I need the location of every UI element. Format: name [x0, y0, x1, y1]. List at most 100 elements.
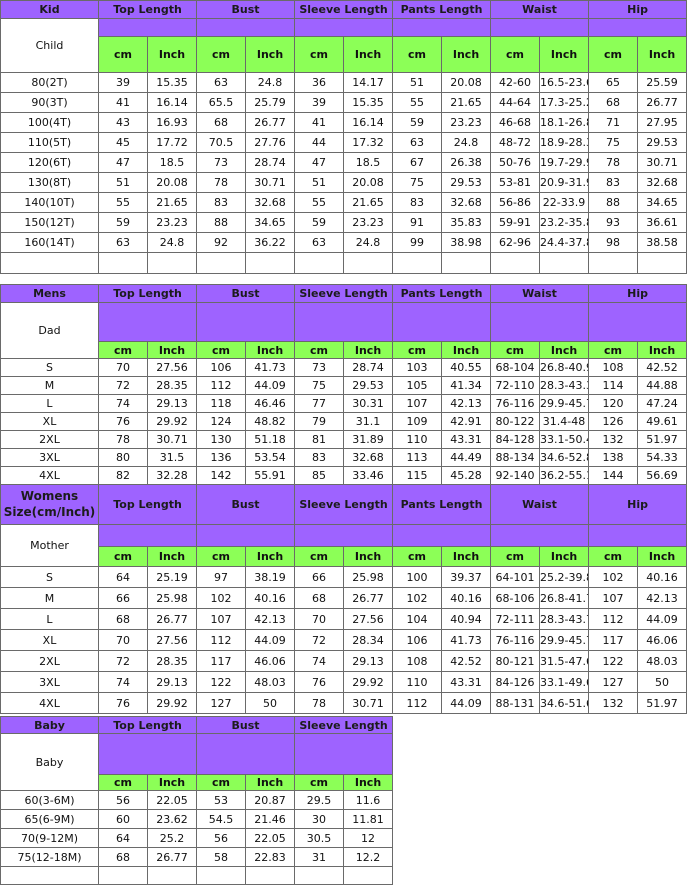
- table-cell: 56-86: [490, 192, 541, 213]
- table-cell: 38.98: [441, 232, 492, 253]
- table-cell: 50: [637, 671, 687, 693]
- table-cell: 92: [196, 232, 247, 253]
- table-cell: 36.22: [245, 232, 296, 253]
- size-label: 80(2T): [0, 72, 99, 93]
- table-cell: 59: [294, 212, 345, 233]
- table-cell: 77: [294, 394, 345, 413]
- table-cell: 21.65: [441, 92, 492, 113]
- table-cell: 44-64: [490, 92, 541, 113]
- table-cell: 29.13: [146, 394, 198, 413]
- size-label: 100(4T): [0, 112, 99, 133]
- table-cell: 33.1-49.6: [539, 671, 590, 693]
- table-cell: 70: [294, 608, 345, 630]
- table-cell: 44.09: [637, 608, 687, 630]
- table-cell: 78: [294, 692, 345, 714]
- table-cell: 113: [392, 448, 443, 467]
- table-cell: 29.53: [441, 172, 492, 193]
- table-cell: 124: [196, 412, 247, 431]
- table-cell: 31.4-48: [539, 412, 590, 431]
- table-cell: 31.5: [146, 448, 198, 467]
- table-cell: 12: [343, 828, 394, 848]
- table-cell: 142: [196, 466, 247, 485]
- table-row: 3XL 74 29.13 122 48.03 76 29.92 110 43.31 84-126 3…: [0, 671, 687, 693]
- table-cell: 43.31: [441, 671, 492, 693]
- table-row: 3XL 80 31.5 136 53.54 83 32.68 113 44.49 88-134 34…: [0, 448, 687, 467]
- table-row: 150(12T) 59 23.23 88 34.65 59 23.23 91 35.83 59-9…: [0, 212, 687, 233]
- size-label: 3XL: [0, 448, 99, 467]
- table-cell: 72-110: [490, 376, 541, 395]
- size-label: 4XL: [0, 466, 99, 485]
- table-cell: 117: [588, 629, 639, 651]
- table-row: S 64 25.19 97 38.19 66 25.98 100 39.37 64-101 25.2…: [0, 566, 687, 588]
- table-cell: 63: [196, 72, 247, 93]
- kid-spacer-row: Child: [0, 18, 687, 73]
- table-cell: 60: [98, 809, 148, 829]
- size-label: XL: [0, 412, 99, 431]
- table-cell: 24.4-37.8: [539, 232, 590, 253]
- table-cell: 104: [392, 608, 443, 630]
- baby-header-row: Baby Top Length Bust Sleeve Length: [0, 716, 394, 734]
- table-cell: 23.23: [146, 212, 198, 233]
- table-cell: 41: [98, 92, 148, 113]
- table-cell: 110: [392, 671, 443, 693]
- table-cell: 20.87: [245, 790, 296, 810]
- table-cell: 31.89: [343, 430, 394, 449]
- table-cell: 62-96: [490, 232, 541, 253]
- table-cell: 28.35: [146, 650, 198, 672]
- table-cell: 23.62: [146, 809, 198, 829]
- table-cell: 78: [196, 172, 247, 193]
- table-cell: 33.46: [343, 466, 394, 485]
- table-cell: 88: [588, 192, 639, 213]
- table-row: M 66 25.98 102 40.16 68 26.77 102 40.16 68-106 26.…: [0, 587, 687, 609]
- table-cell: 18.5: [146, 152, 198, 173]
- table-cell: 28.3-43.7: [539, 608, 590, 630]
- table-cell: 48-72: [490, 132, 541, 153]
- table-cell: 35.83: [441, 212, 492, 233]
- table-cell: 30.71: [637, 152, 687, 173]
- table-row: 4XL 82 32.28 142 55.91 85 33.46 115 45.28 92-140 3…: [0, 466, 687, 485]
- table-row: 60(3-6M) 56 22.05 53 20.87 29.5 11.6: [0, 790, 394, 810]
- table-cell: 42.52: [637, 358, 687, 377]
- table-cell: 144: [588, 466, 639, 485]
- table-cell: 18.5: [343, 152, 394, 173]
- table-cell: 16.14: [343, 112, 394, 133]
- size-label: 110(5T): [0, 132, 99, 153]
- table-cell: 25.2: [146, 828, 198, 848]
- table-cell: 40.16: [637, 566, 687, 588]
- table-cell: 51: [294, 172, 345, 193]
- table-cell: 126: [588, 412, 639, 431]
- size-label: 140(10T): [0, 192, 99, 213]
- table-cell: 32.68: [343, 448, 394, 467]
- table-cell: 25.19: [146, 566, 198, 588]
- table-cell: 22.05: [245, 828, 296, 848]
- table-cell: 33.1-50.4: [539, 430, 590, 449]
- table-cell: 30.71: [146, 430, 198, 449]
- table-row: 80(2T) 39 15.35 63 24.8 36 14.17 51 20.08 42-60 16…: [0, 72, 687, 93]
- mens-header-row: Mens Top Length Bust Sleeve Length Pants…: [0, 284, 687, 303]
- size-label: 70(9-12M): [0, 828, 99, 848]
- kid-header-label: Kid: [0, 0, 99, 19]
- table-cell: 51: [98, 172, 148, 193]
- table-cell: 80: [98, 448, 148, 467]
- table-cell: 32.68: [245, 192, 296, 213]
- table-cell: 28.74: [245, 152, 296, 173]
- table-cell: 55: [98, 192, 148, 213]
- table-cell: 46-68: [490, 112, 541, 133]
- table-cell: 71: [588, 112, 639, 133]
- table-cell: 30.31: [343, 394, 394, 413]
- table-cell: 40.55: [441, 358, 492, 377]
- mens-unit-row: cm Inch cm Inch cm Inch cm Inch cm Inch cm Inc…: [1, 341, 687, 359]
- table-cell: 64: [98, 828, 148, 848]
- size-label: S: [0, 566, 99, 588]
- table-cell: 98: [588, 232, 639, 253]
- table-cell: 27.56: [146, 358, 198, 377]
- table-cell: 27.56: [146, 629, 198, 651]
- table-cell: 42.13: [245, 608, 296, 630]
- size-label: 2XL: [0, 430, 99, 449]
- table-cell: 23.23: [343, 212, 394, 233]
- table-cell: 107: [588, 587, 639, 609]
- table-cell: 27.95: [637, 112, 687, 133]
- table-cell: 30: [294, 809, 345, 829]
- table-cell: 31: [294, 847, 345, 867]
- table-cell: 84-126: [490, 671, 541, 693]
